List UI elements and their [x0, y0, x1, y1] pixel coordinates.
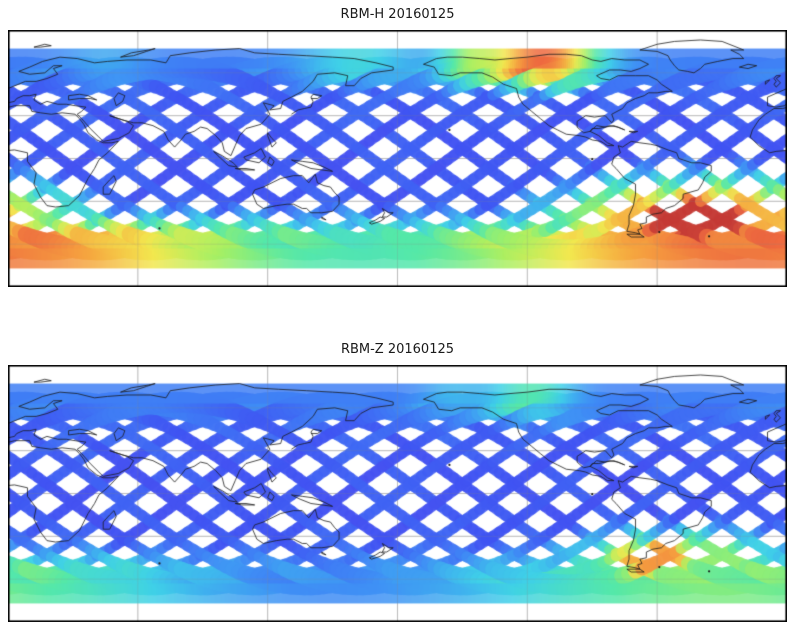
panel-title-rbm-z: RBM-Z 20160125: [340, 342, 455, 357]
rbm-h-swath-map-canvas: [8, 30, 787, 287]
rbm-z-swath-map-canvas: [8, 365, 787, 622]
panel-title-rbm-h: RBM-H 20160125: [340, 7, 455, 22]
